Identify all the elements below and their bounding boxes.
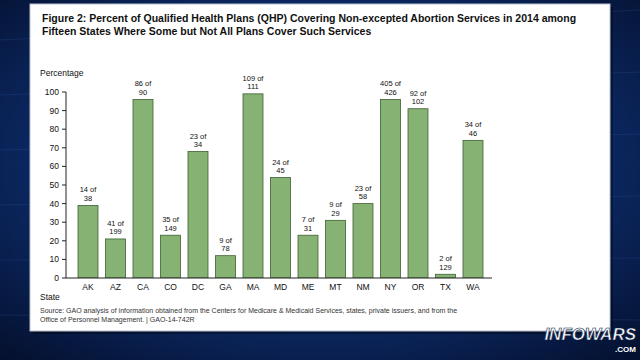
- y-tick-label: 90: [50, 106, 60, 116]
- bar-label: 109 of111: [243, 74, 265, 92]
- y-tick: [62, 278, 66, 279]
- bar-label: 405 of426: [380, 79, 402, 97]
- bar: [353, 204, 373, 278]
- bar: [436, 274, 456, 278]
- y-tick-label: 50: [50, 180, 60, 190]
- y-tick: [62, 203, 66, 204]
- y-tick: [62, 110, 66, 111]
- x-tick-label: AZ: [110, 282, 121, 292]
- watermark: INFOWARS: [544, 325, 636, 344]
- bar: [243, 94, 263, 278]
- bar: [216, 256, 236, 278]
- bar-label: 23 of34: [190, 132, 208, 150]
- title: Figure 2: Percent of Qualified Health Pl…: [42, 12, 576, 37]
- bar: [326, 220, 346, 278]
- x-tick-label: AK: [82, 282, 94, 292]
- x-tick-label: WA: [466, 282, 480, 292]
- x-tick-label: MT: [329, 282, 341, 292]
- bar: [408, 109, 428, 278]
- x-tick-label: TX: [440, 282, 451, 292]
- y-tick-label: 20: [50, 236, 60, 246]
- x-tick-label: MD: [274, 282, 287, 292]
- background: [0, 0, 640, 360]
- chart: Figure 2: Percent of Qualified Health Pl…: [0, 0, 640, 360]
- bar-label: 92 of102: [410, 89, 428, 107]
- watermark-sub: .COM: [615, 345, 636, 354]
- bar: [133, 99, 153, 278]
- y-tick: [62, 222, 66, 223]
- bar: [381, 99, 401, 278]
- bar: [106, 239, 126, 278]
- x-tick-label: CO: [164, 282, 177, 292]
- bar: [463, 140, 483, 278]
- y-tick-label: 40: [50, 199, 60, 209]
- bar: [188, 152, 208, 278]
- bar: [271, 178, 291, 278]
- y-axis-label: Percentage: [40, 68, 84, 78]
- bar-label: 9 of29: [329, 200, 342, 218]
- x-tick-label: GA: [219, 282, 232, 292]
- bar: [78, 205, 98, 278]
- x-tick-label: MA: [247, 282, 260, 292]
- y-tick-label: 30: [50, 217, 60, 227]
- x-tick-label: NY: [385, 282, 397, 292]
- y-tick-label: 10: [50, 254, 60, 264]
- y-tick-label: 0: [54, 273, 59, 283]
- y-tick-label: 100: [45, 87, 59, 97]
- bar: [298, 235, 318, 278]
- y-tick: [62, 92, 66, 93]
- bar-label: 35 of149: [162, 215, 180, 233]
- bar-label: 14 of38: [80, 185, 98, 203]
- y-tick: [62, 166, 66, 167]
- panel: [30, 4, 610, 331]
- y-tick: [62, 185, 66, 186]
- x-tick-label: DC: [192, 282, 204, 292]
- x-tick-label: ME: [302, 282, 315, 292]
- y-tick-label: 80: [50, 124, 60, 134]
- x-axis: [66, 278, 492, 279]
- y-tick: [62, 240, 66, 241]
- y-tick-label: 70: [50, 143, 60, 153]
- bar-label: 86 of90: [135, 79, 153, 97]
- x-axis-label: State: [40, 292, 60, 302]
- y-tick: [62, 129, 66, 130]
- source-note: Source: GAO analysis of information obta…: [40, 307, 457, 315]
- y-tick-label: 60: [50, 161, 60, 171]
- y-axis: [66, 92, 67, 278]
- bar: [161, 235, 181, 278]
- bar-label: 23 of58: [355, 184, 373, 202]
- y-tick: [62, 147, 66, 148]
- bars: [78, 94, 483, 278]
- bar-label: 9 of78: [219, 236, 232, 254]
- bar-label: 24 of45: [272, 158, 290, 176]
- source-note: Office of Personnel Management. | GAO-14…: [40, 316, 195, 324]
- bar-label: 41 of199: [107, 219, 125, 237]
- x-tick-label: CA: [137, 282, 149, 292]
- x-tick-label: OR: [412, 282, 425, 292]
- y-tick: [62, 259, 66, 260]
- bar-label: 34 of46: [465, 120, 483, 138]
- bar-label: 2 of129: [439, 254, 452, 272]
- bar-label: 7 of31: [302, 215, 315, 233]
- x-tick-label: NM: [356, 282, 369, 292]
